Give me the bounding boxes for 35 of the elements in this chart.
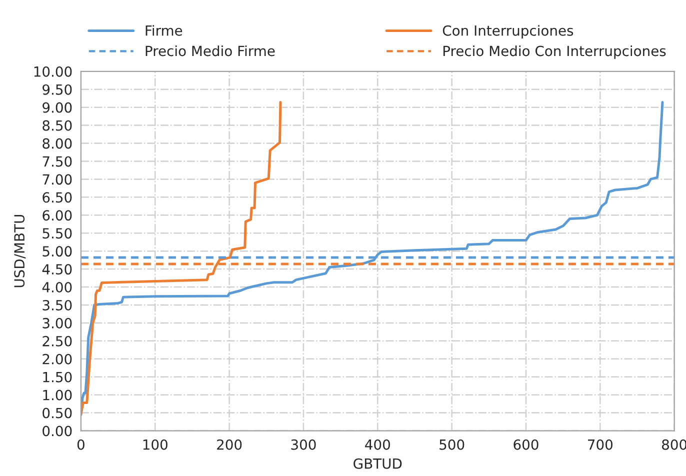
y-tick-label: 6.50 — [42, 192, 72, 203]
y-tick-label: 8.00 — [42, 138, 72, 149]
y-tick-label: 7.50 — [42, 156, 72, 167]
y-axis-title: USD/MBTU — [14, 215, 26, 288]
y-tick-label: 9.00 — [42, 102, 72, 113]
x-tick-label: 400 — [365, 439, 390, 450]
x-tick-label: 700 — [588, 439, 612, 450]
x-tick-label: 0 — [77, 439, 84, 450]
y-tick-label: 0.50 — [42, 408, 72, 418]
x-axis-title: GBTUD — [354, 458, 402, 469]
y-tick-label: 8.50 — [42, 120, 72, 131]
y-tick-label: 3.00 — [42, 318, 72, 328]
legend-label: Precio Medio Con Interrupciones — [443, 45, 666, 59]
y-tick-label: 1.00 — [43, 390, 72, 400]
legend-label: Con Interrupciones — [442, 25, 574, 39]
y-tick-label: 5.00 — [42, 246, 72, 257]
legend-label: Firme — [146, 25, 182, 36]
y-tick-label: 1.50 — [43, 372, 72, 382]
y-tick-label: 7.00 — [42, 174, 72, 185]
y-tick-label: 2.50 — [42, 336, 72, 346]
y-tick-label: 3.50 — [42, 300, 72, 310]
x-tick-label: 300 — [291, 439, 316, 450]
y-tick-label: 10.00 — [34, 66, 72, 77]
y-tick-label: 4.00 — [42, 282, 72, 292]
x-tick-label: 100 — [143, 439, 168, 450]
y-tick-label: 4.50 — [42, 264, 72, 275]
x-tick-label: 200 — [217, 439, 242, 450]
y-tick-label: 9.50 — [42, 84, 72, 95]
legend-label: Precio Medio Firme — [146, 45, 275, 56]
y-tick-label: 5.50 — [42, 228, 72, 239]
x-tick-label: 600 — [514, 439, 538, 450]
y-tick-label: 2.00 — [42, 354, 72, 364]
y-tick-label: 0.00 — [42, 426, 72, 436]
y-tick-label: 6.00 — [42, 210, 72, 221]
x-tick-label: 500 — [440, 439, 464, 450]
